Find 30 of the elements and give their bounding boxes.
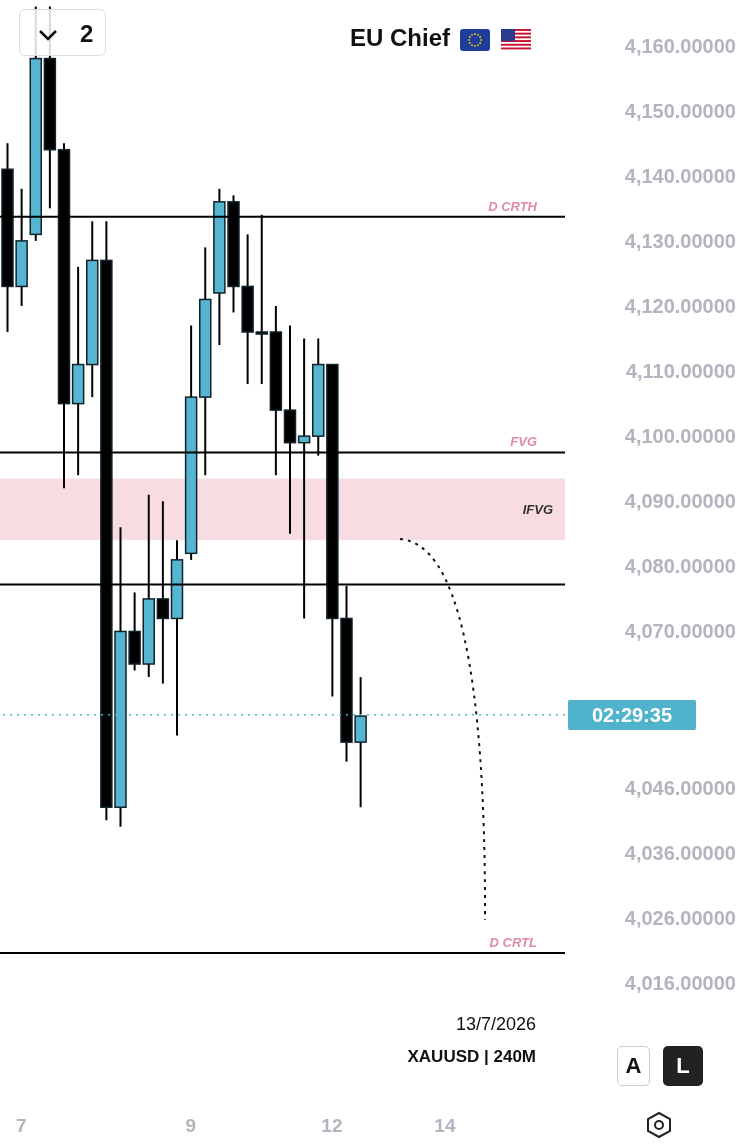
y-tick-label: 4,130.00000 — [624, 229, 736, 252]
y-tick-label: 4,016.00000 — [624, 972, 736, 994]
y-tick-label: 4,090.00000 — [624, 490, 736, 513]
ref-line-label: FVG — [510, 434, 537, 450]
y-tick-label: 4,046.00000 — [624, 776, 736, 799]
y-tick-label: 4,100.00000 — [624, 425, 736, 448]
band-label: IFVG — [522, 502, 553, 518]
text: A — [617, 1046, 650, 1086]
x-tick-label: 9 — [185, 1115, 196, 1136]
text: L — [663, 1046, 703, 1086]
y-tick-label: 4,160.00000 — [624, 34, 736, 57]
text: EU Chief — [349, 24, 450, 52]
ref-line-label: D CRTH — [488, 198, 538, 214]
text: 02:29:35 — [568, 699, 696, 730]
y-tick-label: 4,026.00000 — [624, 906, 736, 929]
y-tick-label: 4,120.00000 — [624, 294, 736, 317]
y-tick-label: 4,036.00000 — [624, 841, 736, 864]
annotation: 2 — [80, 20, 94, 48]
text: XAUUSD | 240M — [407, 1047, 536, 1067]
text: 13/7/2026 — [455, 1014, 536, 1035]
y-tick-label: 4,080.00000 — [624, 555, 736, 578]
y-tick-label: 4,140.00000 — [624, 164, 736, 187]
ref-line-label: D CRTL — [489, 935, 538, 951]
y-tick-label: 4,110.00000 — [625, 360, 736, 383]
x-tick-label: 7 — [15, 1115, 27, 1136]
x-tick-label: 12 — [321, 1115, 343, 1136]
x-tick-label: 14 — [434, 1115, 456, 1136]
y-tick-label: 4,070.00000 — [624, 620, 736, 643]
y-tick-label: 4,150.00000 — [624, 99, 736, 122]
dropdown-button: 2 — [19, 9, 106, 56]
